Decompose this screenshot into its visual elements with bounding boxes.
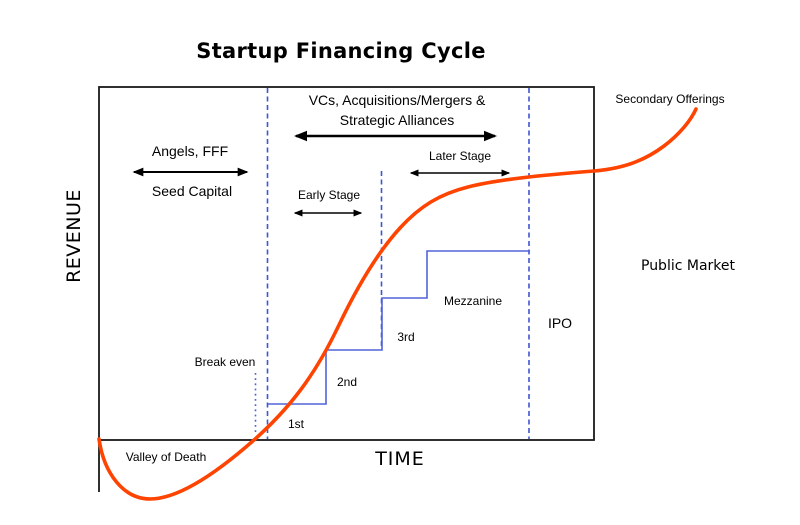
- round-2nd-label: 2nd: [336, 375, 358, 389]
- revenue-curve: [97, 107, 698, 501]
- plot-box: [98, 86, 595, 441]
- x-axis-label: TIME: [375, 448, 425, 470]
- angels-fff-label: Angels, FFF: [151, 143, 229, 159]
- later-stage-label: Later Stage: [428, 149, 492, 163]
- break-even-label: Break even: [194, 355, 256, 369]
- vc-stage-label-line1: VCs, Acquisitions/Mergers &: [308, 92, 486, 108]
- public-market-label: Public Market: [640, 258, 736, 274]
- y-axis-label: REVENUE: [63, 189, 86, 283]
- vc-stage-label-line2: Strategic Alliances: [339, 112, 455, 128]
- secondary-offerings-label: Secondary Offerings: [615, 92, 725, 106]
- mezzanine-label: Mezzanine: [443, 294, 503, 308]
- round-1st-label: 1st: [287, 417, 305, 431]
- ipo-label: IPO: [547, 315, 573, 331]
- diagram-title: Startup Financing Cycle: [196, 39, 486, 63]
- funding-rounds-step-line: [268, 250, 530, 405]
- early-stage-label: Early Stage: [297, 188, 361, 202]
- round-3rd-label: 3rd: [397, 330, 415, 344]
- seed-capital-label: Seed Capital: [151, 183, 233, 199]
- vc-stage-label: VCs, Acquisitions/Mergers & Strategic Al…: [309, 90, 486, 130]
- valley-of-death-label: Valley of Death: [125, 450, 207, 464]
